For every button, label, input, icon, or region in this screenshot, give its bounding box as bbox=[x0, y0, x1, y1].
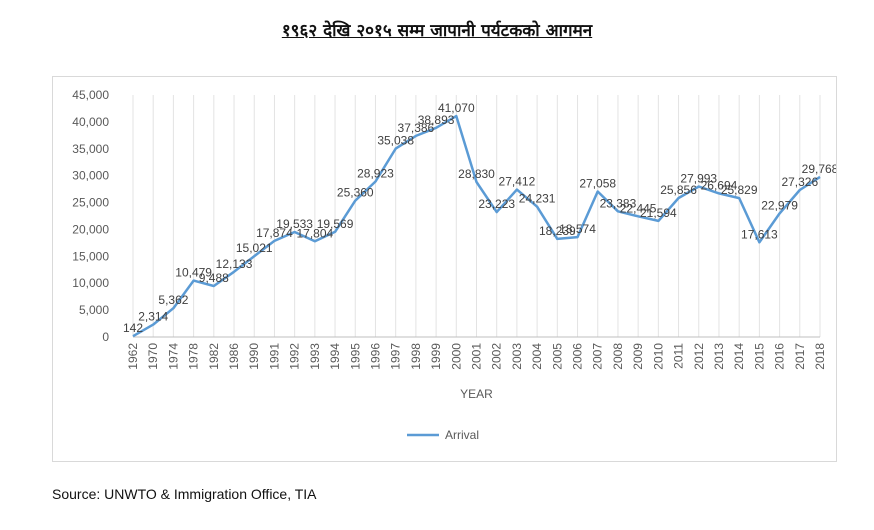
x-tick-label: 2009 bbox=[631, 343, 645, 370]
x-tick-label: 1998 bbox=[409, 343, 423, 370]
data-label: 25,829 bbox=[721, 183, 758, 197]
x-tick-label: 1994 bbox=[328, 343, 342, 370]
x-tick-label: 2014 bbox=[732, 343, 746, 370]
data-label: 23,383 bbox=[600, 196, 637, 210]
x-tick-label: 1986 bbox=[227, 343, 241, 370]
x-tick-label: 2017 bbox=[793, 343, 807, 370]
x-tick-label: 1978 bbox=[187, 343, 201, 370]
x-tick-label: 2002 bbox=[490, 343, 504, 370]
data-label: 9,488 bbox=[199, 271, 229, 285]
source-note: Source: UNWTO & Immigration Office, TIA bbox=[52, 486, 317, 502]
x-tick-label: 1962 bbox=[126, 343, 140, 370]
data-label: 27,326 bbox=[781, 175, 818, 189]
x-tick-label: 1996 bbox=[368, 343, 382, 370]
y-tick-label: 10,000 bbox=[72, 276, 109, 290]
data-label: 5,362 bbox=[158, 293, 188, 307]
x-tick-label: 1982 bbox=[207, 343, 221, 370]
y-tick-label: 20,000 bbox=[72, 222, 109, 236]
x-tick-label: 2016 bbox=[773, 343, 787, 370]
data-label: 21,594 bbox=[640, 206, 677, 220]
data-label: 15,021 bbox=[236, 241, 273, 255]
data-label: 28,830 bbox=[458, 167, 495, 181]
data-label: 10,479 bbox=[175, 266, 212, 280]
y-tick-label: 0 bbox=[102, 330, 109, 344]
x-tick-label: 2010 bbox=[651, 343, 665, 370]
y-tick-label: 5,000 bbox=[79, 303, 109, 317]
data-label: 17,804 bbox=[297, 226, 334, 240]
data-label: 23,223 bbox=[478, 197, 515, 211]
data-label: 17,874 bbox=[256, 226, 293, 240]
data-label: 28,923 bbox=[357, 166, 394, 180]
data-label: 24,231 bbox=[519, 192, 556, 206]
data-label: 27,058 bbox=[579, 176, 616, 190]
x-tick-label: 2003 bbox=[510, 343, 524, 370]
chart-area: 0 5,000 10,000 15,000 20,000 25,000 30,000 35,0… bbox=[52, 76, 837, 462]
x-tick-label: 1997 bbox=[389, 343, 403, 370]
series-line-arrival bbox=[132, 114, 821, 338]
data-label: 37,386 bbox=[398, 121, 435, 135]
data-label: 26,694 bbox=[701, 178, 738, 192]
data-label: 19,569 bbox=[317, 217, 354, 231]
x-tick-label: 2005 bbox=[550, 343, 564, 370]
data-label: 17,613 bbox=[741, 227, 778, 241]
data-label: 2,314 bbox=[138, 310, 168, 324]
data-label: 18,239 bbox=[539, 224, 576, 238]
data-label: 19,533 bbox=[276, 217, 313, 231]
y-tick-label: 30,000 bbox=[72, 169, 109, 183]
y-tick-label: 25,000 bbox=[72, 196, 109, 210]
x-tick-label: 1990 bbox=[247, 343, 261, 370]
x-tick-label: 2007 bbox=[591, 343, 605, 370]
x-tick-label: 1970 bbox=[146, 343, 160, 370]
x-tick-label: 2006 bbox=[571, 343, 585, 370]
y-tick-label: 15,000 bbox=[72, 249, 109, 263]
x-tick-label: 2018 bbox=[813, 343, 827, 370]
x-tick-label: 1995 bbox=[348, 343, 362, 370]
x-tick-label: 1992 bbox=[288, 343, 302, 370]
line-chart: 0 5,000 10,000 15,000 20,000 25,000 30,000 35,0… bbox=[72, 88, 836, 442]
x-tick-label: 1991 bbox=[267, 343, 281, 370]
y-tick-label: 40,000 bbox=[72, 115, 109, 129]
data-label: 41,070 bbox=[438, 101, 475, 115]
data-label: 12,133 bbox=[216, 257, 253, 271]
x-tick-label: 2004 bbox=[530, 343, 544, 370]
data-label: 25,360 bbox=[337, 186, 374, 200]
x-tick-label: 2012 bbox=[692, 343, 706, 370]
data-label: 142 bbox=[123, 321, 143, 335]
x-tick-label: 2000 bbox=[449, 343, 463, 370]
x-tick-label: 2001 bbox=[470, 343, 484, 370]
data-label: 18,574 bbox=[559, 222, 596, 236]
x-tick-label: 1993 bbox=[308, 343, 322, 370]
x-tick-label: 2013 bbox=[712, 343, 726, 370]
x-tick-label: 2015 bbox=[752, 343, 766, 370]
x-tick-label: 2011 bbox=[672, 343, 686, 369]
x-tick-label: 2008 bbox=[611, 343, 625, 370]
data-label: 25,856 bbox=[660, 183, 697, 197]
data-label: 35,038 bbox=[377, 134, 414, 148]
data-label: 22,445 bbox=[620, 201, 657, 215]
x-tick-label: 1999 bbox=[429, 343, 443, 370]
x-axis-title: YEAR bbox=[460, 387, 493, 401]
x-tick-label: 1974 bbox=[166, 343, 180, 370]
data-label: 38,893 bbox=[418, 113, 455, 127]
data-label: 29,768 bbox=[802, 162, 836, 176]
y-tick-label: 45,000 bbox=[72, 88, 109, 102]
legend-label-arrival: Arrival bbox=[445, 428, 479, 442]
data-label: 22,979 bbox=[761, 198, 798, 212]
data-label: 27,412 bbox=[499, 175, 536, 189]
y-tick-label: 35,000 bbox=[72, 142, 109, 156]
page-title: १९६२ देखि २०१५ सम्म जापानी पर्यटकको आगमन bbox=[281, 21, 593, 41]
data-label: 27,993 bbox=[680, 171, 717, 185]
